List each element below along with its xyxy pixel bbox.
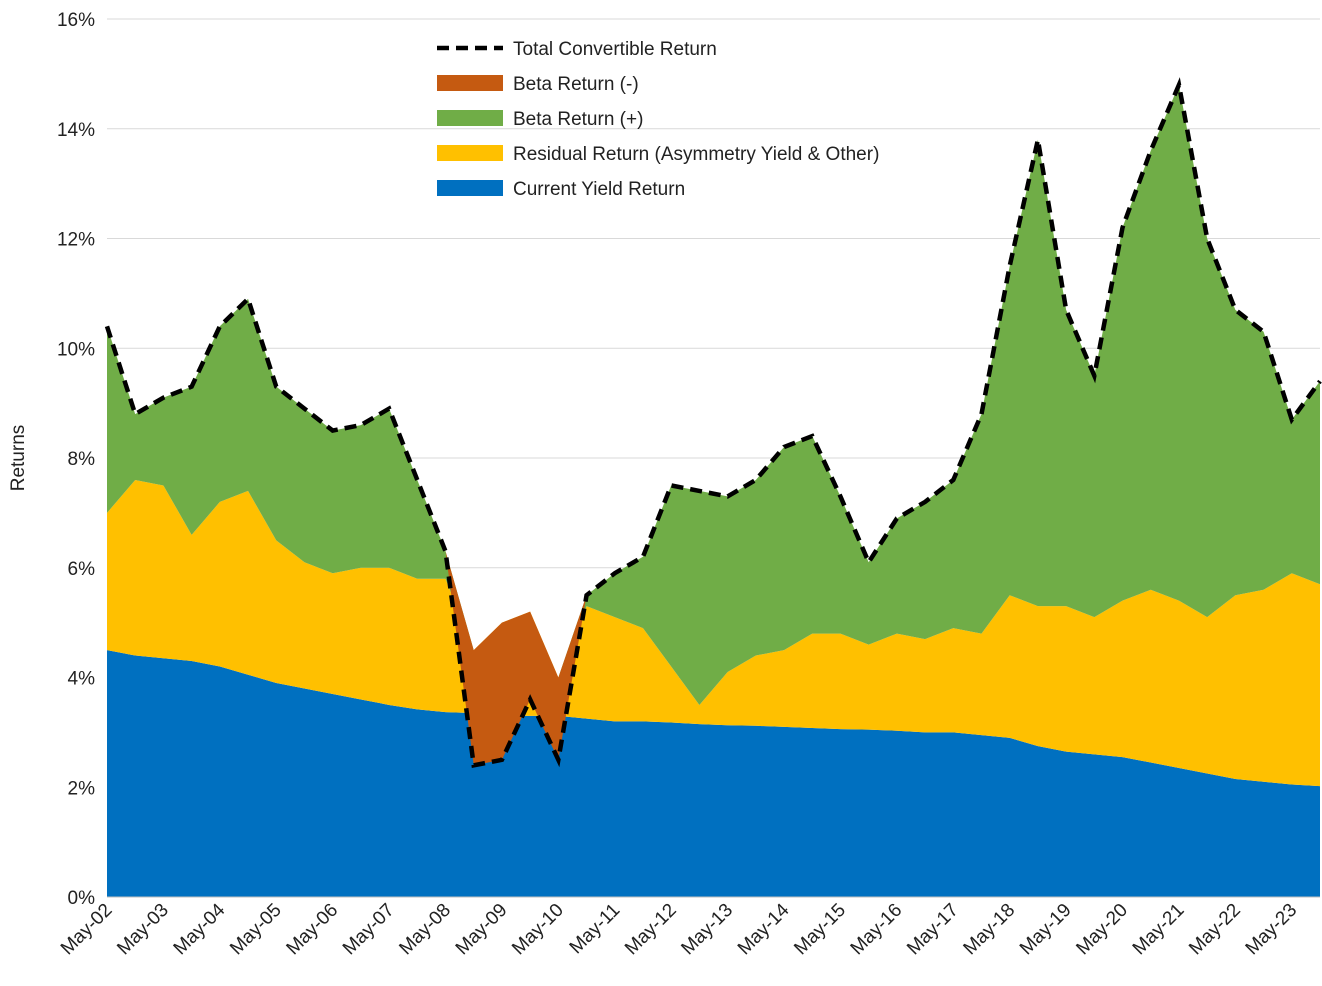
x-tick-label: May-12 (621, 900, 681, 960)
x-tick-label: May-14 (734, 899, 794, 959)
area (107, 650, 1320, 897)
y-tick-label: 2% (68, 778, 96, 799)
y-tick-label: 16% (57, 10, 95, 31)
legend-label: Beta Return (+) (513, 109, 643, 130)
x-tick-label: May-18 (960, 900, 1020, 960)
x-tick-label: May-11 (566, 900, 625, 959)
legend-label: Residual Return (Asymmetry Yield & Other… (513, 144, 879, 165)
x-tick-label: May-13 (677, 900, 737, 960)
legend-label: Total Convertible Return (513, 39, 717, 60)
y-axis-label: Returns (8, 425, 29, 492)
x-tick-label: May-10 (508, 900, 568, 960)
total-line (104, 77, 1322, 768)
y-tick-label: 6% (68, 559, 96, 580)
legend-swatch (437, 145, 503, 161)
x-tick-label: May-07 (339, 900, 399, 960)
x-tick-label: May-05 (226, 900, 286, 960)
legend-swatch (437, 75, 503, 91)
x-tick-label: May-15 (790, 900, 850, 960)
legend-label: Current Yield Return (513, 179, 685, 200)
y-tick-label: 0% (68, 888, 96, 909)
x-tick-label: May-08 (395, 900, 455, 960)
x-tick-label: May-16 (847, 900, 907, 960)
y-tick-label: 4% (68, 669, 96, 690)
y-tick-label: 14% (57, 120, 95, 141)
x-tick-label: May-22 (1185, 900, 1245, 960)
area (107, 479, 1320, 787)
y-tick-label: 10% (57, 339, 95, 360)
legend-swatch (437, 110, 503, 126)
x-tick-label: May-21 (1129, 900, 1189, 960)
x-tick-label: May-17 (903, 900, 963, 960)
y-tick-label: 12% (57, 230, 95, 251)
legend-label: Beta Return (-) (513, 74, 639, 95)
x-tick-label: May-09 (452, 900, 512, 960)
x-tick-label: May-23 (1242, 900, 1302, 960)
x-tick-label: May-19 (1016, 900, 1076, 960)
x-tick-label: May-04 (170, 899, 230, 959)
legend-swatch (437, 180, 503, 196)
x-tick-label: May-06 (283, 900, 343, 960)
x-tick-label: May-20 (1072, 900, 1132, 960)
x-tick-label: May-03 (113, 900, 173, 960)
y-tick-label: 8% (68, 449, 96, 470)
